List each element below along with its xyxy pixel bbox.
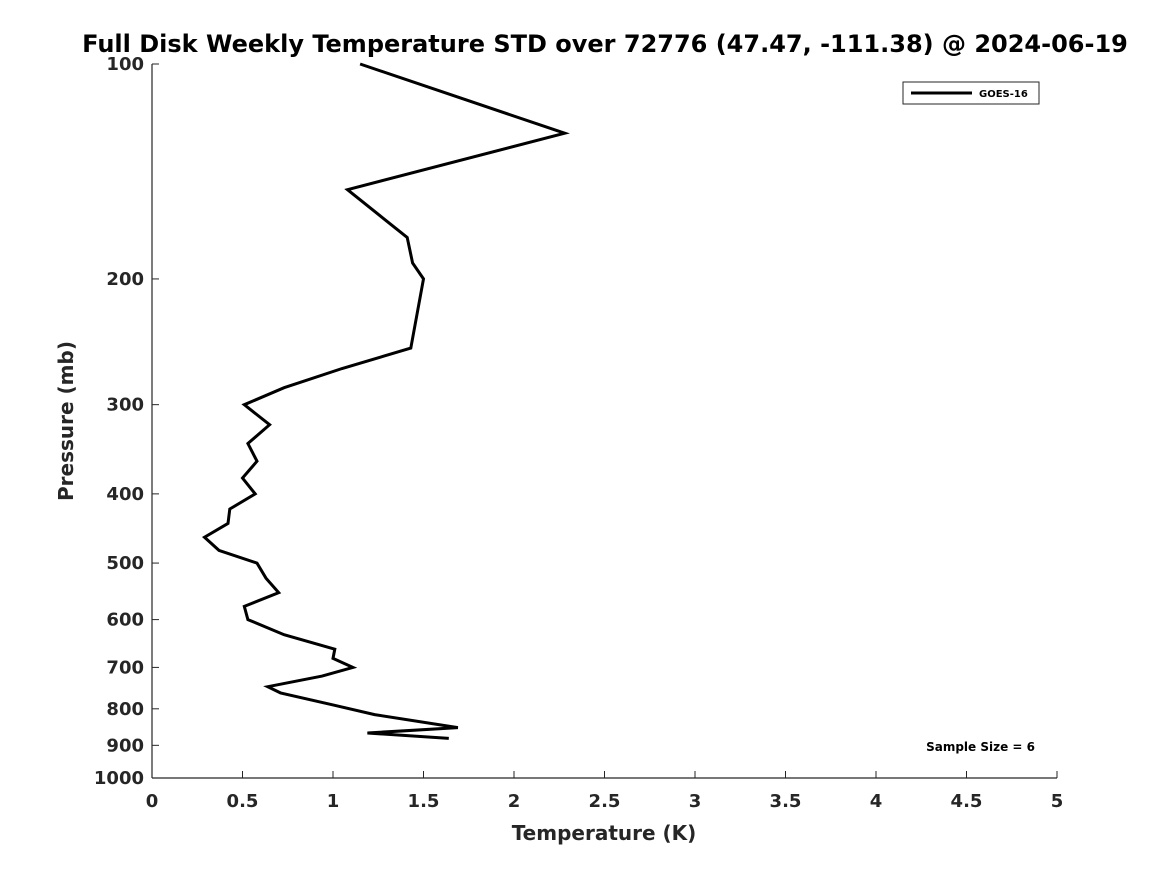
y-tick-label: 600 xyxy=(106,610,144,631)
axes xyxy=(151,64,1057,779)
y-tick-label: 900 xyxy=(106,735,144,756)
series-layer xyxy=(201,62,570,740)
x-tick-label: 0 xyxy=(146,791,159,812)
y-axis-label: Pressure (mb) xyxy=(54,341,78,501)
x-tick-label: 1 xyxy=(327,791,340,812)
y-tick-label: 700 xyxy=(106,657,144,678)
y-tick-label: 300 xyxy=(106,395,144,416)
y-tick-label: 400 xyxy=(106,484,144,505)
series-line-goes-16 xyxy=(201,62,570,740)
y-tick-label: 800 xyxy=(106,699,144,720)
x-ticks: 0 0.5 1 1.5 2 2.5 3 3.5 4 4.5 5 xyxy=(146,771,1064,812)
x-tick-label: 3 xyxy=(689,791,702,812)
legend: GOES-16 xyxy=(902,81,1040,105)
y-ticks: 100 200 300 400 500 600 700 800 900 1000 xyxy=(94,54,159,789)
legend-label-goes-16: GOES-16 xyxy=(979,89,1028,100)
x-tick-label: 2 xyxy=(508,791,521,812)
x-tick-label: 1.5 xyxy=(408,791,440,812)
x-axis-label: Temperature (K) xyxy=(512,821,697,845)
sample-size-annotation: Sample Size = 6 xyxy=(926,740,1035,754)
x-tick-label: 4 xyxy=(870,791,883,812)
y-tick-label: 100 xyxy=(106,54,144,75)
x-tick-label: 2.5 xyxy=(589,791,621,812)
x-tick-label: 3.5 xyxy=(770,791,802,812)
chart-title: Full Disk Weekly Temperature STD over 72… xyxy=(82,30,1128,58)
y-tick-label: 1000 xyxy=(94,768,144,789)
x-tick-label: 4.5 xyxy=(951,791,983,812)
x-tick-label: 0.5 xyxy=(227,791,259,812)
x-tick-label: 5 xyxy=(1051,791,1064,812)
y-tick-label: 500 xyxy=(106,553,144,574)
y-tick-label: 200 xyxy=(106,269,144,290)
